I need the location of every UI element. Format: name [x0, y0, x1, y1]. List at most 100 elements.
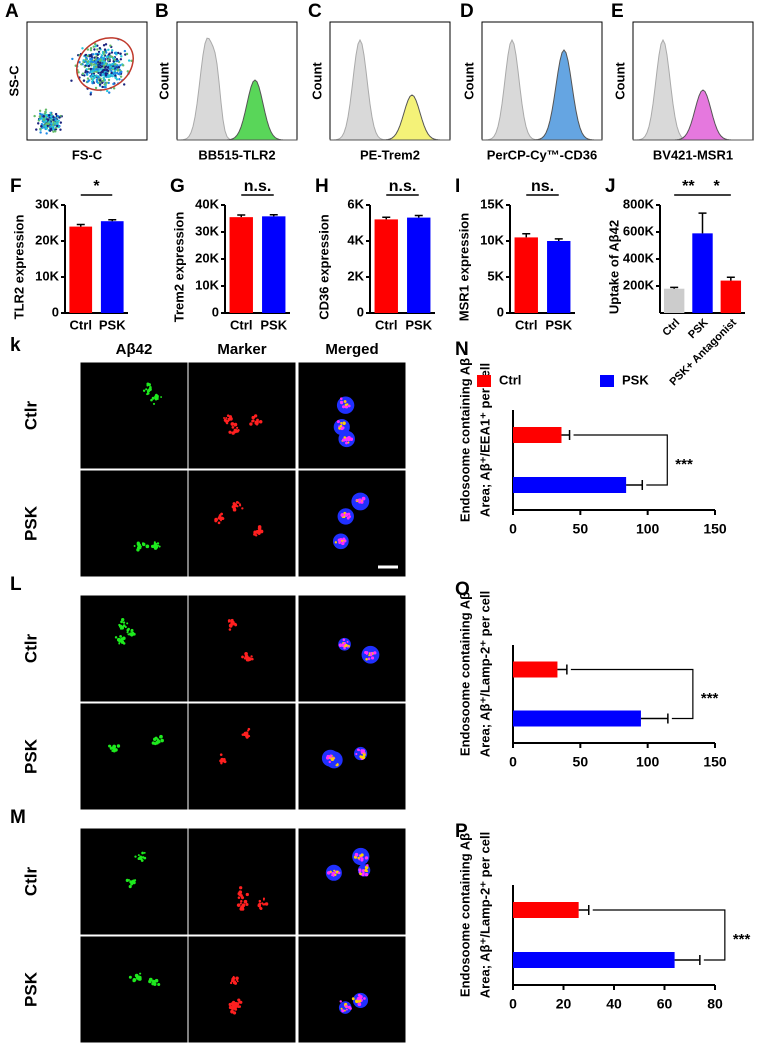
signal [341, 426, 345, 430]
signal [108, 744, 111, 748]
signal [345, 1004, 348, 1008]
signal [346, 406, 349, 409]
signal [226, 414, 230, 417]
signal [232, 502, 236, 506]
y-tick-label: 0 [52, 304, 59, 319]
flow-dot [104, 74, 108, 77]
signal [135, 975, 140, 980]
signal [121, 626, 124, 629]
flow-dot [130, 59, 133, 63]
row-label: PSK [21, 738, 40, 774]
signal [241, 507, 244, 510]
signal [130, 628, 134, 632]
signal [214, 517, 218, 522]
panel-letter: O [455, 579, 470, 600]
panel-letter: C [308, 1, 322, 22]
signal [118, 623, 121, 627]
flow-dot [95, 74, 98, 77]
flow-dot [49, 111, 52, 115]
signal [231, 425, 235, 429]
flow-dot [97, 50, 101, 54]
signal [232, 975, 235, 978]
micrograph [297, 469, 407, 578]
signal [361, 869, 365, 873]
signal [118, 642, 121, 645]
signal [251, 657, 254, 661]
flow-dot [103, 61, 106, 64]
signal [247, 729, 250, 732]
flow-dot [127, 59, 131, 62]
flow-dot [117, 66, 121, 69]
control-histogram [176, 37, 297, 141]
signal [340, 539, 344, 543]
flow-dot [39, 131, 42, 134]
signal [334, 873, 337, 876]
flow-dot [108, 52, 111, 55]
signal [249, 422, 253, 426]
signal [331, 874, 334, 877]
signal [238, 504, 242, 507]
error-bar [76, 223, 85, 227]
x-axis-label: PerCP-Cy™-CD36 [487, 147, 598, 162]
y-axis-label: CD36 expression [316, 214, 331, 320]
bar [513, 427, 562, 443]
panel-letter: N [455, 339, 469, 360]
signal [233, 507, 236, 510]
signal [217, 521, 221, 525]
flow-dot [92, 53, 95, 56]
flow-dot [120, 55, 123, 58]
significance-label: *** [701, 690, 719, 707]
flow-dot [109, 44, 112, 47]
flow-dot [94, 45, 97, 48]
flow-dot [98, 68, 102, 71]
flow-dot [110, 71, 113, 75]
flow-dot [90, 62, 93, 65]
y-tick-label: 40K [195, 196, 219, 211]
x-tick-label: Ctrl [375, 317, 397, 332]
flow-dot [89, 54, 92, 57]
y-tick-label: 20K [195, 250, 219, 265]
signal [233, 1005, 237, 1010]
signal [128, 885, 132, 889]
x-tick-label: PSK [260, 317, 287, 332]
flow-dot [86, 77, 90, 80]
error-bar [578, 905, 590, 915]
y-tick-label: 10K [35, 268, 59, 283]
flow-dot [111, 55, 114, 59]
signal [356, 996, 361, 1001]
signal [258, 420, 263, 424]
control-histogram [481, 38, 602, 141]
signal [364, 872, 369, 877]
y-axis-label: Area; Aβ⁺/EEA1⁺ per cell [477, 363, 492, 517]
signal [127, 627, 130, 631]
flow-dot [38, 115, 42, 118]
significance-label: *** [675, 456, 693, 473]
flow-dot [116, 64, 119, 67]
signal [349, 1007, 352, 1010]
signal [128, 975, 132, 979]
flow-dot [99, 79, 102, 82]
flow-dot [92, 65, 96, 69]
signal [153, 543, 157, 548]
signal [231, 431, 235, 435]
signal [137, 545, 141, 550]
signal [258, 899, 262, 903]
row-label: Ctlr [21, 633, 40, 663]
y-tick-label: 15K [480, 196, 504, 211]
flow-dot [119, 64, 122, 67]
y-axis-label: SS-C [6, 65, 21, 97]
x-axis-label: BV421-MSR1 [653, 147, 733, 162]
micrograph [297, 361, 407, 470]
x-tick-label: 150 [703, 521, 727, 537]
flow-dot [99, 77, 102, 80]
y-axis-label: Uptake of Aβ42 [606, 220, 621, 314]
flow-dot [80, 63, 83, 66]
signal [253, 414, 258, 418]
flow-dot [96, 65, 100, 69]
bar [720, 280, 742, 313]
error-bar [522, 233, 531, 238]
x-tick-label: 0 [509, 754, 517, 770]
flow-dot [102, 76, 105, 79]
signal [243, 899, 248, 904]
y-tick-label: 30K [195, 223, 219, 238]
